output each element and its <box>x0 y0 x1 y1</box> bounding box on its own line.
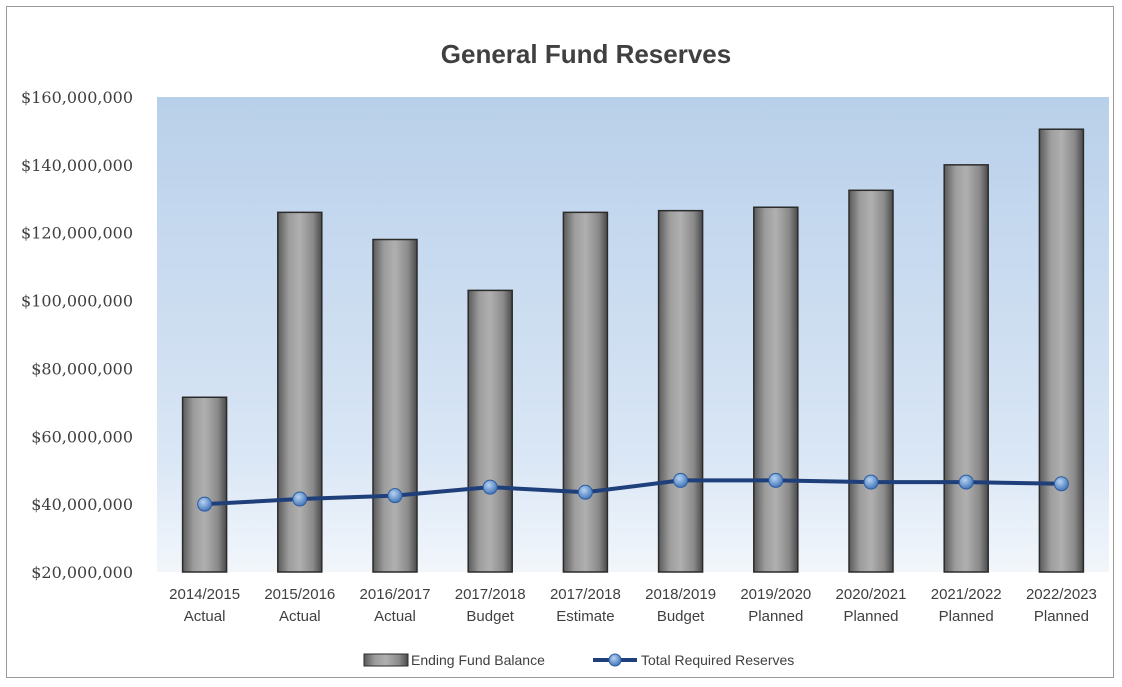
line-point <box>768 472 784 488</box>
x-tick-label: 2018/2019 Budget <box>645 586 716 625</box>
x-axis-ticks: 2014/2015 Actual 2015/2016 Actual 2016/2017 A… <box>169 586 1097 625</box>
legend-swatch-marker <box>608 653 622 667</box>
chart-frame: General Fund Reserves $20,000,000 $40,000… <box>6 6 1114 678</box>
x-tick-label: 2022/2023 Planned <box>1026 586 1097 625</box>
y-tick-label: $160,000,000 <box>21 88 133 107</box>
line-point <box>482 479 498 495</box>
chart-title: General Fund Reserves <box>441 39 731 69</box>
bars-series <box>181 128 1085 573</box>
line-point <box>958 474 974 490</box>
line-point <box>292 491 308 507</box>
x-tick-label: 2017/2018 Budget <box>455 586 526 625</box>
line-point <box>387 488 403 504</box>
line-point <box>197 496 213 512</box>
y-tick-label: $40,000,000 <box>31 495 133 514</box>
x-tick-label: 2016/2017 Actual <box>360 586 431 625</box>
bar <box>848 189 894 573</box>
y-tick-label: $140,000,000 <box>21 156 133 175</box>
x-tick-label: 2021/2022 Planned <box>931 586 1002 625</box>
legend-swatch-bar <box>363 653 409 667</box>
legend-label-bar: Ending Fund Balance <box>411 652 545 668</box>
bar <box>277 211 323 573</box>
y-tick-label: $100,000,000 <box>21 292 133 311</box>
y-tick-label: $80,000,000 <box>31 359 133 378</box>
x-tick-label: 2015/2016 Actual <box>264 586 335 625</box>
bar <box>181 396 228 573</box>
y-tick-label: $120,000,000 <box>21 224 133 243</box>
bar <box>657 209 704 573</box>
line-point <box>577 484 593 500</box>
legend: Ending Fund Balance Total Required Reser… <box>363 652 794 668</box>
x-tick-label: 2014/2015 Actual <box>169 586 240 625</box>
line-point <box>1053 476 1069 492</box>
line-point <box>673 472 689 488</box>
x-tick-label: 2017/2018 Estimate <box>550 586 621 625</box>
legend-label-line: Total Required Reserves <box>641 652 794 668</box>
bar <box>372 238 418 573</box>
bar <box>467 289 513 573</box>
y-tick-label: $60,000,000 <box>31 427 133 446</box>
bar <box>1038 128 1085 573</box>
chart: General Fund Reserves $20,000,000 $40,000… <box>21 39 1109 668</box>
line-series <box>197 472 1069 512</box>
bar <box>562 211 609 573</box>
bar <box>943 164 989 573</box>
y-axis-ticks: $20,000,000 $40,000,000 $60,000,000 $80,000… <box>21 88 133 582</box>
x-tick-label: 2019/2020 Planned <box>740 586 811 625</box>
bar <box>753 206 799 573</box>
line-point <box>863 474 879 490</box>
x-tick-label: 2020/2021 Planned <box>836 586 907 625</box>
y-tick-label: $20,000,000 <box>31 563 133 582</box>
line-path <box>204 478 1062 507</box>
